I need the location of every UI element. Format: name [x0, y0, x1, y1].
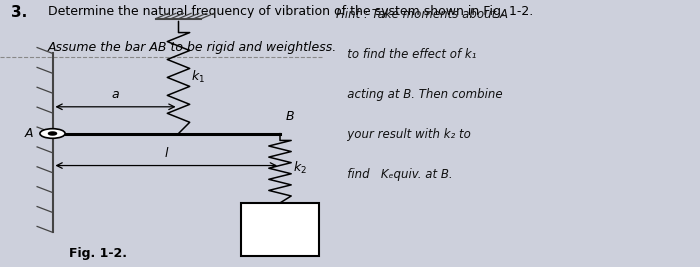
- Text: find   Kₑquiv. at B.: find Kₑquiv. at B.: [336, 168, 453, 181]
- Text: your result with k₂ to: your result with k₂ to: [336, 128, 471, 141]
- Text: Determine the natural frequency of vibration of the system shown in Fig. 1-2.: Determine the natural frequency of vibra…: [48, 5, 533, 18]
- Text: $k_1$: $k_1$: [191, 69, 205, 85]
- Text: $m$: $m$: [273, 223, 287, 237]
- Text: Fig. 1-2.: Fig. 1-2.: [69, 247, 127, 260]
- Text: 3.: 3.: [10, 5, 27, 20]
- Text: a: a: [112, 88, 119, 101]
- Polygon shape: [241, 203, 318, 256]
- Text: l: l: [164, 147, 168, 160]
- Circle shape: [40, 129, 65, 138]
- Text: Hint : Take moments about A: Hint : Take moments about A: [336, 8, 508, 21]
- Text: A: A: [25, 127, 33, 140]
- Text: to find the effect of k₁: to find the effect of k₁: [336, 48, 477, 61]
- Text: Assume the bar AB to be rigid and weightless.: Assume the bar AB to be rigid and weight…: [48, 41, 337, 54]
- Text: B: B: [286, 110, 294, 123]
- Circle shape: [48, 132, 57, 135]
- Text: acting at B. Then combine: acting at B. Then combine: [336, 88, 503, 101]
- Text: $k_2$: $k_2$: [293, 160, 307, 176]
